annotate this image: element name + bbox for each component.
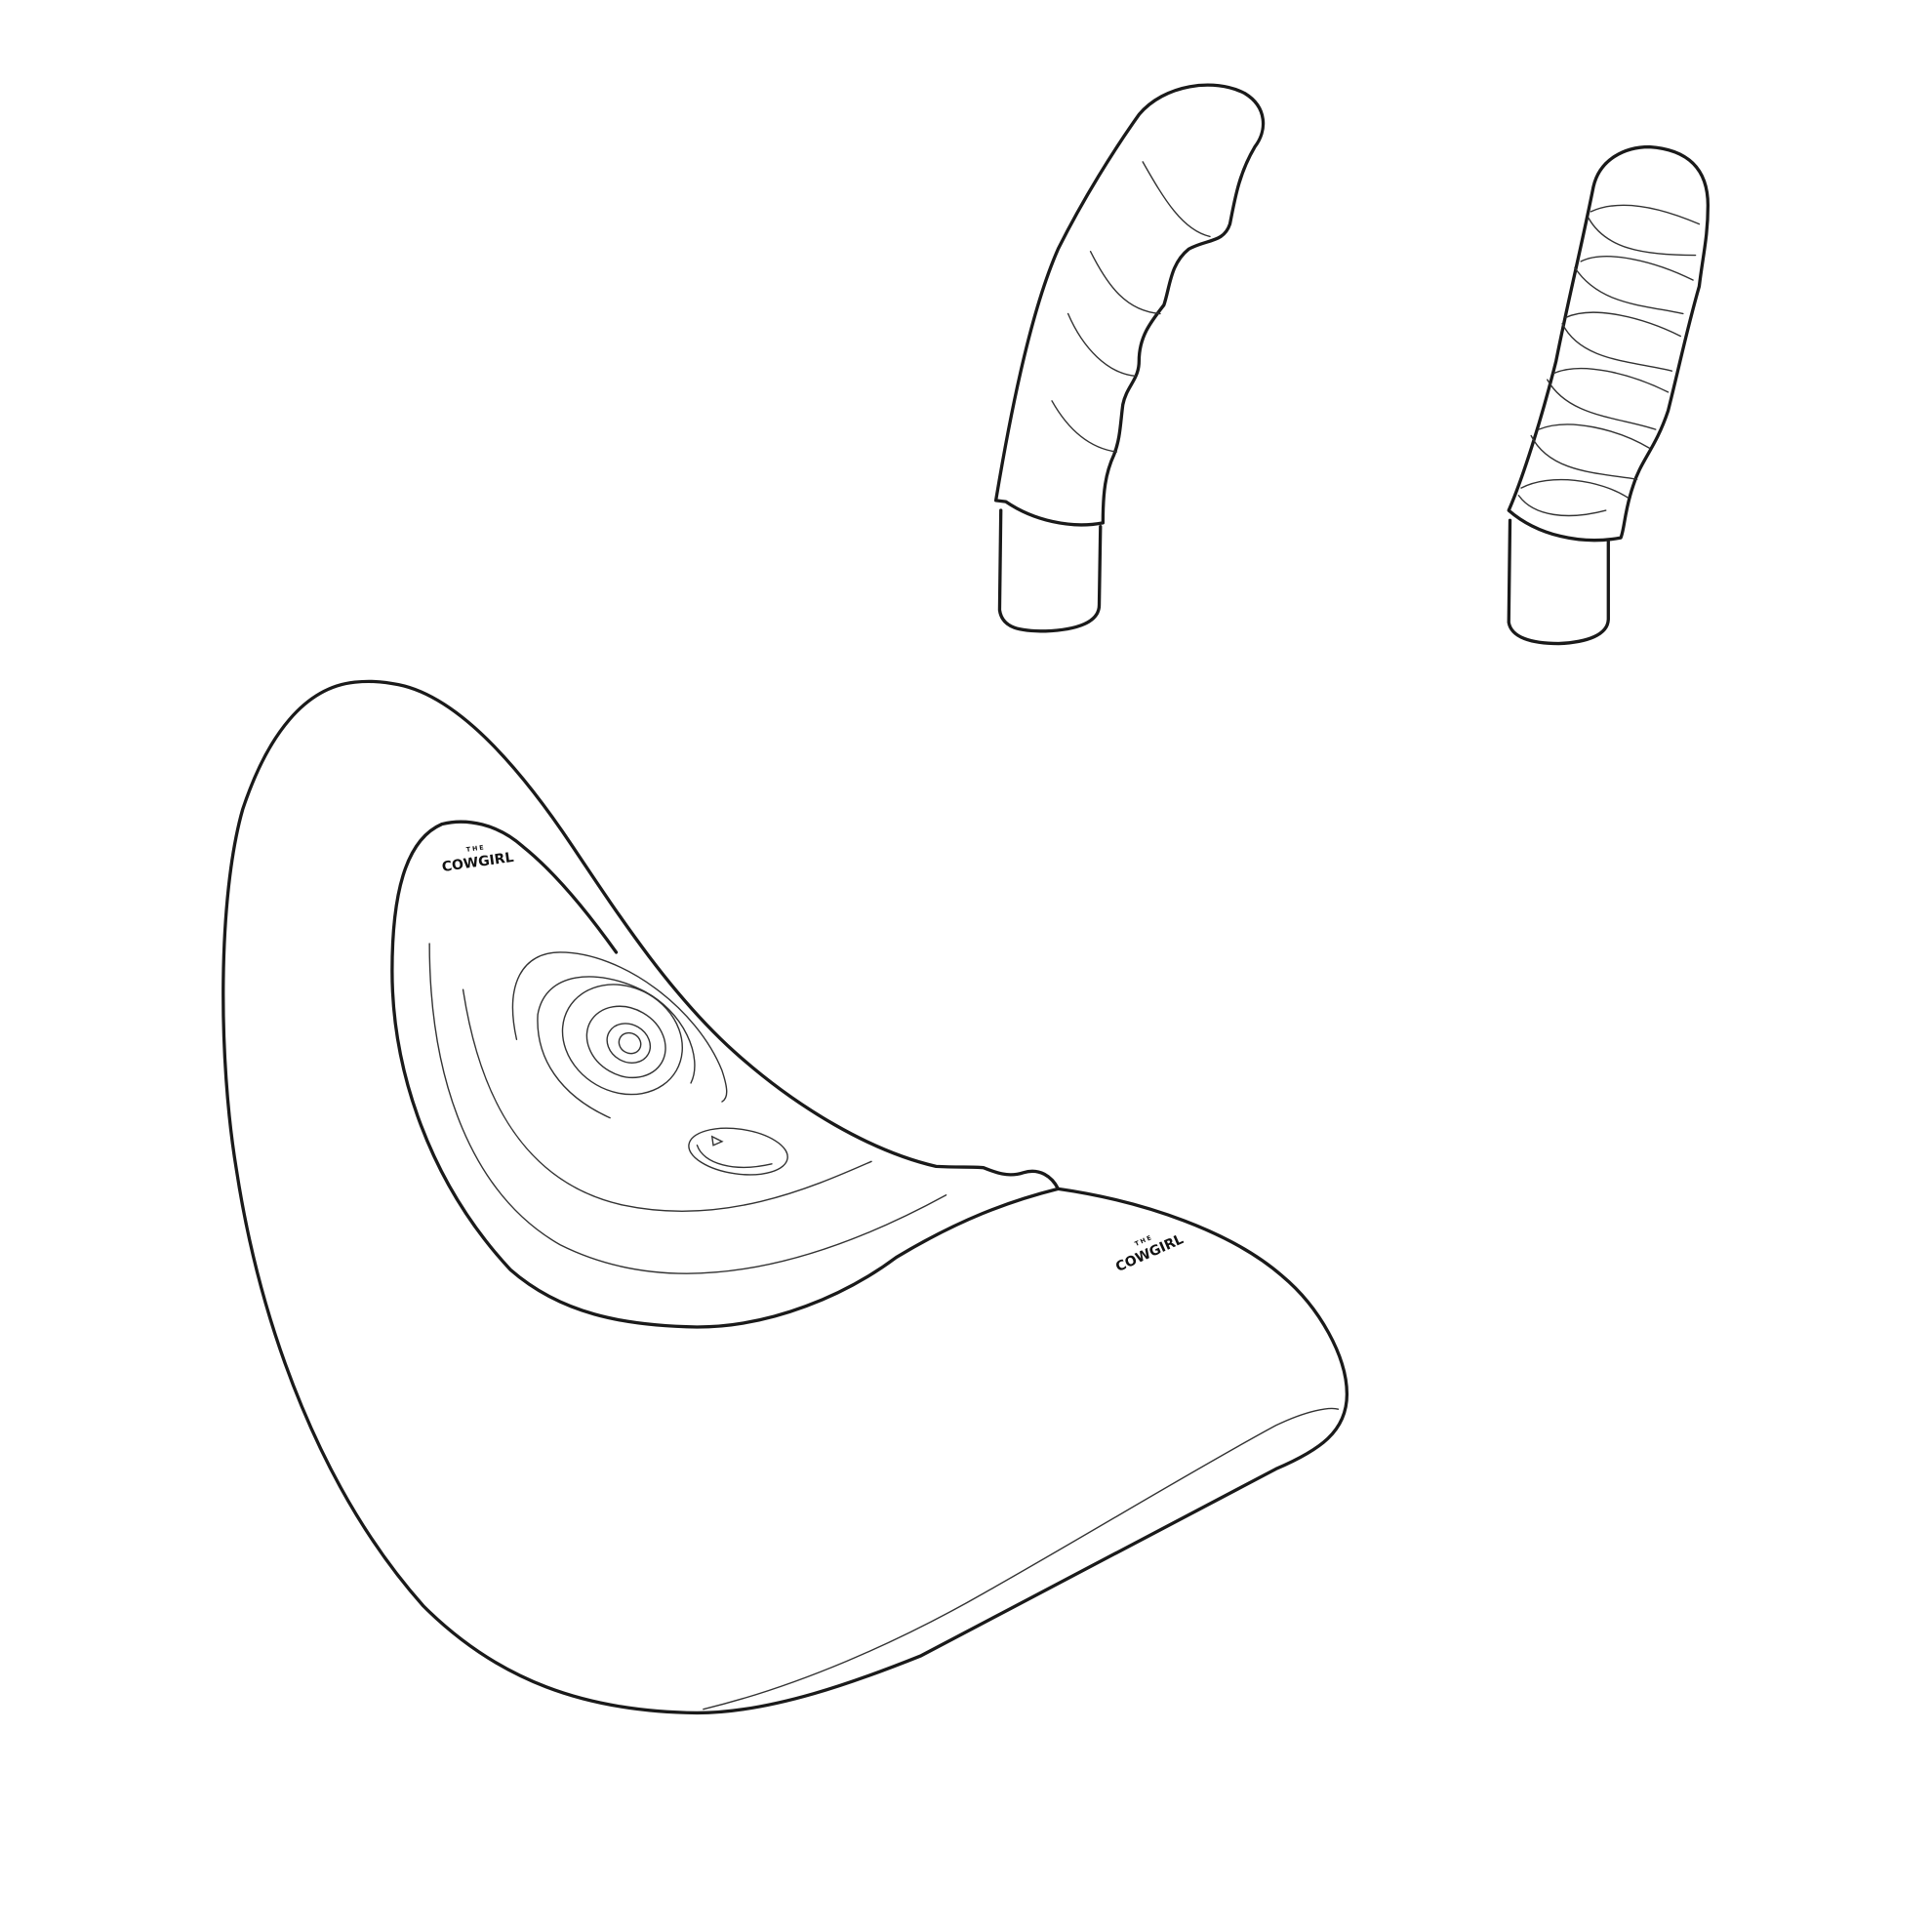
ring xyxy=(561,984,683,1096)
attachment-base xyxy=(1507,518,1610,646)
ring xyxy=(606,1023,652,1064)
main-body xyxy=(221,679,1349,1715)
textured-attachment xyxy=(1507,144,1711,646)
ring xyxy=(585,1005,666,1079)
button-inner xyxy=(696,1145,773,1168)
texture xyxy=(1517,204,1701,517)
curved-attachment xyxy=(993,83,1266,633)
rib xyxy=(1089,251,1161,315)
swirl xyxy=(511,951,728,1103)
body-outline xyxy=(221,679,1349,1715)
button xyxy=(688,1127,788,1176)
logo-small: THE xyxy=(465,843,486,854)
swirl xyxy=(537,976,696,1119)
attachment-outline xyxy=(1507,144,1711,543)
inner-arc xyxy=(462,988,872,1212)
rib xyxy=(1067,312,1137,377)
rib xyxy=(1142,161,1211,238)
button-icon xyxy=(710,1135,724,1147)
attachment-outline xyxy=(993,83,1266,527)
inner-panel xyxy=(390,820,1061,1329)
inner-arc xyxy=(428,943,947,1274)
ring xyxy=(618,1031,642,1055)
bottom-edge xyxy=(703,1407,1340,1711)
rib xyxy=(1051,400,1118,453)
attachment-base xyxy=(997,508,1103,633)
